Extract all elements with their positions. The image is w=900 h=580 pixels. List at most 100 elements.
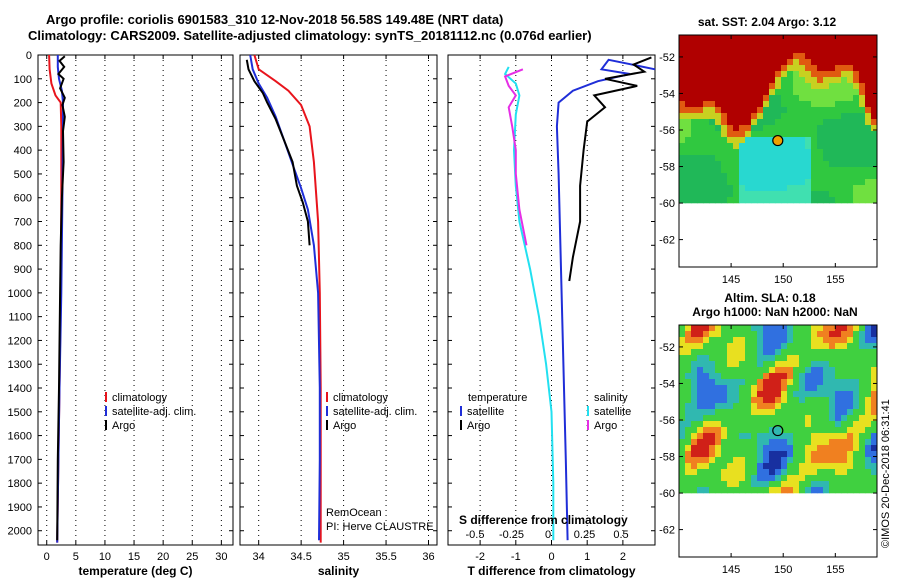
map-cell [799, 427, 806, 434]
map-cell [715, 41, 722, 48]
map-cell [691, 469, 698, 476]
map-cell [793, 373, 800, 380]
map-cell [691, 403, 698, 410]
map-cell [727, 349, 734, 356]
map-cell [757, 403, 764, 410]
annotation-line: PI: Herve CLAUSTRE [326, 521, 434, 533]
map-cell [757, 391, 764, 398]
map-cell [811, 487, 818, 494]
map-cell [721, 113, 728, 120]
map-cell [733, 197, 740, 204]
map-cell [679, 185, 686, 192]
map-cell [865, 131, 872, 138]
map-cell [709, 77, 716, 84]
map-cell [835, 137, 842, 144]
map-cell [739, 349, 746, 356]
map-cell [829, 83, 836, 90]
map-cell [679, 457, 686, 464]
map-cell [817, 59, 824, 66]
x-axis-label: T difference from climatology [467, 564, 635, 578]
map-cell [835, 445, 842, 452]
map-cell [787, 143, 794, 150]
map-cell [703, 53, 710, 60]
map-cell [793, 71, 800, 78]
map-cell [805, 409, 812, 416]
map-cell [781, 427, 788, 434]
map-cell [679, 445, 686, 452]
map-cell [757, 421, 764, 428]
map-cell [685, 409, 692, 416]
map-cell [841, 421, 848, 428]
map-cell [871, 89, 878, 96]
map-cell [709, 83, 716, 90]
map-cell [751, 355, 758, 362]
map-cell [823, 331, 830, 338]
map-cell [727, 385, 734, 392]
map-cell [775, 167, 782, 174]
map-cell [829, 487, 836, 494]
map-cell [739, 427, 746, 434]
map-cell [763, 113, 770, 120]
map-cell [811, 47, 818, 54]
map-cell [805, 385, 812, 392]
map-cell [775, 439, 782, 446]
map-cell [703, 83, 710, 90]
map-cell [679, 35, 686, 42]
map-cell [859, 325, 866, 332]
map-cell [715, 481, 722, 488]
map-cell [871, 325, 878, 332]
map-cell [757, 373, 764, 380]
map-cell [715, 155, 722, 162]
depth-tick-label: 2000 [8, 526, 32, 538]
map-cell [739, 373, 746, 380]
s-tick-label: 0.25 [574, 529, 595, 541]
map-cell [751, 427, 758, 434]
map-cell [871, 197, 878, 204]
map-cell [787, 167, 794, 174]
map-cell [817, 77, 824, 84]
map-cell [859, 113, 866, 120]
map-cell [787, 65, 794, 72]
map-cell [679, 403, 686, 410]
map-cell [787, 415, 794, 422]
map-cell [811, 89, 818, 96]
map-cell [679, 409, 686, 416]
map-cell [763, 131, 770, 138]
map-cell [739, 185, 746, 192]
map-cell [829, 95, 836, 102]
map-cell [805, 349, 812, 356]
map-cell [811, 53, 818, 60]
map-cell [811, 41, 818, 48]
map-cell [775, 457, 782, 464]
map-cell [757, 349, 764, 356]
map-cell [751, 71, 758, 78]
map-cell [805, 361, 812, 368]
map-cell [733, 41, 740, 48]
map-cell [793, 391, 800, 398]
map-cell [679, 463, 686, 470]
map-cell [835, 325, 842, 332]
map-cell [781, 155, 788, 162]
map-cell [745, 83, 752, 90]
map-cell [799, 77, 806, 84]
map-cell [865, 77, 872, 84]
map-cell [787, 197, 794, 204]
map-cell [835, 469, 842, 476]
map-cell [685, 179, 692, 186]
map-cell [769, 41, 776, 48]
series-satellite-adj-clim- [249, 54, 321, 541]
map-cell [775, 409, 782, 416]
map-cell [793, 433, 800, 440]
map-cell [733, 445, 740, 452]
map-cell [757, 463, 764, 470]
map-cell [721, 95, 728, 102]
map-cell [721, 457, 728, 464]
map-cell [685, 427, 692, 434]
map-cell [775, 487, 782, 494]
map-cell [865, 445, 872, 452]
map-cell [805, 59, 812, 66]
map-cell [817, 403, 824, 410]
map-cell [697, 349, 704, 356]
map-cell [817, 131, 824, 138]
map-cell [865, 349, 872, 356]
